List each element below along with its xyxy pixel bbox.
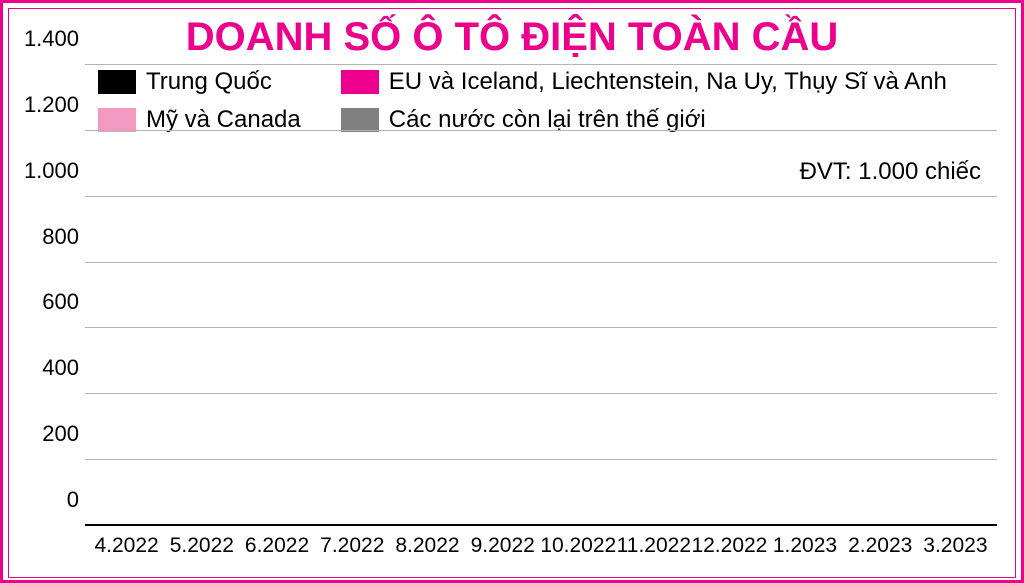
y-tick-label: 600 — [17, 289, 79, 315]
x-tick-label: 7.2022 — [315, 530, 390, 558]
x-tick-label: 6.2022 — [239, 530, 314, 558]
x-tick-label: 5.2022 — [164, 530, 239, 558]
x-tick-label: 3.2023 — [918, 530, 993, 558]
y-tick-label: 0 — [17, 487, 79, 513]
x-tick-label: 12.2022 — [691, 530, 767, 558]
y-tick-label: 1.400 — [17, 26, 79, 52]
x-tick-label: 2.2023 — [843, 530, 918, 558]
x-tick-label: 10.2022 — [540, 530, 616, 558]
y-tick-label: 1.200 — [17, 92, 79, 118]
bars-container — [85, 65, 997, 526]
y-tick-label: 1.000 — [17, 158, 79, 184]
x-axis-labels: 4.20225.20226.20227.20228.20229.202210.2… — [85, 530, 997, 564]
chart-area: 02004006008001.0001.2001.400 4.20225.202… — [17, 65, 1007, 564]
y-tick-label: 800 — [17, 224, 79, 250]
x-tick-label: 8.2022 — [390, 530, 465, 558]
chart-outer-border: DOANH SỐ Ô TÔ ĐIỆN TOÀN CẦU Trung Quốc E… — [0, 0, 1024, 583]
x-tick-label: 9.2022 — [465, 530, 540, 558]
y-tick-label: 200 — [17, 421, 79, 447]
x-tick-label: 4.2022 — [89, 530, 164, 558]
x-tick-label: 11.2022 — [616, 530, 691, 558]
chart-title: DOANH SỐ Ô TÔ ĐIỆN TOÀN CẦU — [3, 15, 1021, 60]
plot-area: 02004006008001.0001.2001.400 — [85, 65, 997, 526]
x-tick-label: 1.2023 — [767, 530, 842, 558]
y-tick-label: 400 — [17, 355, 79, 381]
